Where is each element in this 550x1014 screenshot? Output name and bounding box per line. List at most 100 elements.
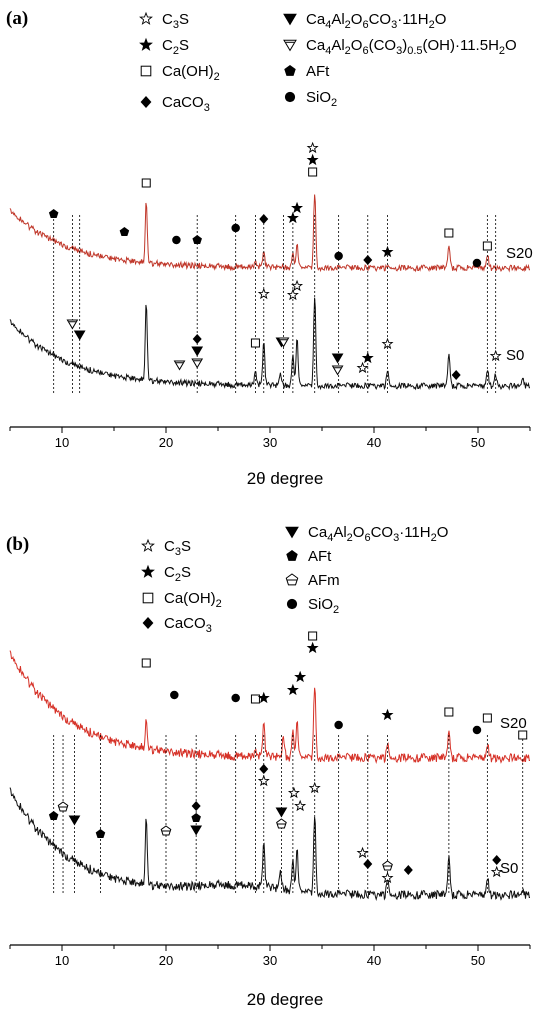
- legend-ca4al2o6-co3-0-5-oh-11-5h2o-marker-icon: [283, 39, 297, 52]
- panel-b-tick-label-10: 10: [55, 953, 69, 968]
- legend-afm-label: AFm: [308, 572, 340, 589]
- panel-a-s20-marker-14-star-filled-icon: [381, 245, 394, 258]
- panel-b-s0-marker-17-star-open-icon: [381, 871, 394, 884]
- panel-a-s0-marker-13-tri-down-filled-icon: [331, 353, 344, 364]
- legend-caco3-marker-icon: [140, 96, 152, 108]
- panel-a-s0-marker-10-star-open-icon: [286, 288, 299, 301]
- legend-c3s-marker-icon: [139, 11, 153, 25]
- panel-a-s0-marker-12-tri-down-open-icon: [331, 365, 344, 376]
- panel-a-tick-label-10: 10: [55, 435, 69, 450]
- panel-a-s20-marker-3-circle-icon: [172, 235, 181, 245]
- legend-sio2-label: SiO2: [306, 89, 337, 109]
- panel-b-s20-marker-1-circle-icon: [170, 690, 179, 700]
- panel-a-s0-marker-5-diamond-icon: [192, 334, 202, 344]
- panel-a-s20-marker-10-star-filled-icon: [306, 153, 319, 166]
- panel-a-tick-label-50: 50: [471, 435, 485, 450]
- panel-b-s0-marker-15-star-open-icon: [356, 846, 369, 859]
- panel-a-label: (a): [6, 8, 28, 29]
- panel-b-s0-marker-21-diamond-icon: [492, 855, 502, 865]
- legend-sio2-marker-icon: [284, 91, 296, 103]
- panel-a-plot-area: 10 20 30 40 50 S20 S0: [9, 141, 533, 450]
- panel-b-s0-marker-0-pentagon-icon: [48, 811, 59, 821]
- legend-ca4al2o6co3-11h2o-label: Ca4Al2O6CO3·11H2O: [308, 524, 448, 544]
- panel-a-s0-marker-0-tri-down-open-icon: [66, 319, 79, 330]
- panel-b-s0-marker-13-star-open-icon: [294, 799, 307, 812]
- panel-a-s0-marker-3-tri-down-open-icon: [191, 358, 204, 369]
- panel-a-series-s20-line: [9, 194, 530, 273]
- panel-b-s20-marker-3-square-open-icon: [250, 694, 260, 704]
- panel-a-s20-marker-17-square-open-icon: [482, 241, 492, 251]
- panel-b-s0-marker-9-diamond-icon: [259, 764, 269, 774]
- legend-ca-oh-2-marker-icon: [140, 65, 152, 77]
- panel-b-s0-marker-5-tri-down-filled-icon: [190, 825, 203, 836]
- legend-ca-oh-2-marker-icon: [142, 592, 154, 604]
- panel-a-s20-marker-15-square-open-icon: [444, 228, 454, 238]
- panel-b-series-s0-line: [9, 787, 530, 901]
- panel-b-s0-marker-7-diamond-icon: [191, 801, 201, 811]
- panel-b-s20-marker-7-star-filled-icon: [306, 641, 319, 654]
- panel-b-s0-marker-18-afm-icon: [382, 860, 393, 871]
- panel-a-s20-marker-11-star-open-icon: [306, 141, 319, 154]
- panel-b-tick-label-30: 30: [263, 953, 277, 968]
- legend-ca-oh-2-label: Ca(OH)2: [162, 63, 220, 83]
- legend-sio2-label: SiO2: [308, 596, 339, 616]
- panel-b-s0-marker-4-afm-icon: [160, 825, 172, 836]
- legend-c3s-label: C3S: [164, 538, 191, 558]
- legend-c2s-label: C2S: [164, 564, 191, 584]
- panel-a-s20-marker-0-pentagon-icon: [48, 209, 59, 219]
- panel-a-tick-label-30: 30: [263, 435, 277, 450]
- legend-ca4al2o6co3-11h2o-marker-icon: [285, 526, 299, 539]
- panel-b-s0-marker-11-tri-down-filled-icon: [275, 807, 288, 818]
- legend-c2s-label: C2S: [162, 37, 189, 57]
- panel-a-s20-marker-2-square-open-icon: [141, 178, 151, 188]
- panel-a: (a) C3SC2SCa(OH)2CaCO3Ca4Al2O6CO3·11H2OC…: [6, 8, 533, 488]
- panel-a-s20-marker-13-diamond-icon: [363, 255, 373, 265]
- panel-b-s0-marker-16-diamond-icon: [363, 859, 373, 869]
- panel-a-s0-marker-7-star-open-icon: [257, 287, 270, 300]
- legend-aft-marker-icon: [284, 65, 296, 76]
- panel-b-tick-label-40: 40: [367, 953, 381, 968]
- legend-sio2-marker-icon: [286, 598, 298, 610]
- panel-a-s0-marker-17-diamond-icon: [451, 370, 461, 380]
- panel-a-s20-marker-7-star-filled-icon: [286, 211, 299, 224]
- legend-afm-marker-icon: [285, 573, 299, 586]
- panel-b-s0-marker-1-afm-icon: [57, 801, 69, 812]
- panel-a-s20-marker-1-pentagon-icon: [119, 227, 130, 237]
- panel-b-s0-marker-12-star-open-icon: [287, 786, 300, 799]
- panel-b-s0-marker-20-star-open-icon: [490, 865, 503, 878]
- legend-ca4al2o6co3-11h2o-marker-icon: [283, 13, 297, 26]
- panel-b-series-s20-label: S20: [500, 715, 527, 732]
- legend-c2s-marker-icon: [141, 564, 155, 578]
- panel-b-legend: C3S C2S Ca(OH)2 CaCO3 Ca4Al2O6CO3·11H2O AFt AF…: [141, 524, 448, 635]
- panel-b-s20-marker-9-circle-icon: [334, 720, 343, 730]
- panel-b-s0-marker-14-star-open-icon: [308, 781, 321, 794]
- panel-a-s0-marker-14-star-open-icon: [356, 361, 369, 374]
- panel-b-s0-marker-19-diamond-icon: [403, 865, 413, 875]
- panel-b-s20-marker-2-circle-icon: [231, 693, 240, 703]
- panel-b-s20-marker-6-star-filled-icon: [294, 670, 307, 683]
- panel-b-s20-marker-11-square-open-icon: [444, 707, 454, 717]
- panel-b-plot-area: 10 20 30 40 50 S20 S0: [9, 631, 531, 968]
- panel-a-tick-label-20: 20: [159, 435, 173, 450]
- panel-a-tick-label-40: 40: [367, 435, 381, 450]
- panel-a-s20-marker-4-pentagon-icon: [192, 235, 202, 245]
- panel-a-xlabel: 2θ degree: [247, 469, 324, 488]
- legend-caco3-marker-icon: [142, 617, 154, 629]
- panel-b-s20-marker-4-star-filled-icon: [257, 691, 270, 704]
- panel-b-xlabel: 2θ degree: [247, 990, 324, 1009]
- panel-b-s20-marker-0-square-open-icon: [141, 658, 151, 668]
- panel-b-s0-marker-3-pentagon-icon: [95, 829, 106, 839]
- panel-a-series-s0-label: S0: [506, 347, 524, 364]
- panel-a-series-s20-label: S20: [506, 245, 533, 262]
- panel-b-label: (b): [6, 534, 29, 555]
- panel-b-s0-marker-10-afm-icon: [276, 818, 287, 829]
- panel-a-s20-marker-9-square-open-icon: [308, 167, 318, 177]
- legend-c3s-marker-icon: [141, 538, 155, 552]
- panel-a-s0-marker-4-tri-down-filled-icon: [191, 346, 204, 357]
- panel-a-legend: C3S C2S Ca(OH)2 CaCO3 Ca4Al2O6CO3·11H2O Ca4Al…: [139, 11, 517, 114]
- legend-aft-label: AFt: [306, 63, 330, 80]
- panel-a-s0-marker-18-star-open-icon: [489, 349, 502, 362]
- legend-aft-label: AFt: [308, 548, 332, 565]
- panel-a-s20-marker-16-circle-icon: [472, 258, 482, 268]
